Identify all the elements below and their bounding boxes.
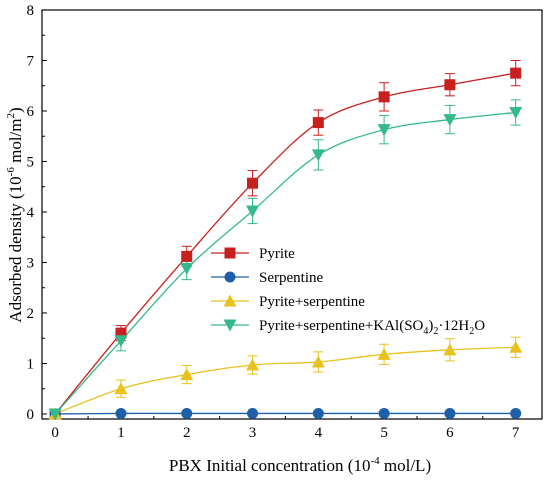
error-bars <box>115 59 521 398</box>
legend-marker-serpentine <box>224 271 236 283</box>
x-tick-label: 5 <box>380 425 388 441</box>
legend-label-part: 2 <box>469 326 474 337</box>
legend-marker-pyrite <box>224 247 236 259</box>
legend-label-part: Pyrite+serpentine+KAl(SO <box>259 318 424 334</box>
fit-curves <box>54 72 516 415</box>
legend-label-serpentine: Serpentine <box>259 270 323 286</box>
x-tick-label: 7 <box>512 425 520 441</box>
pyrite-serpentine-kal-so4-2-12h2o-point <box>246 205 260 218</box>
y-tick-label: 6 <box>27 104 35 120</box>
x-tick-label: 3 <box>249 425 257 441</box>
pyrite-serpentine-point <box>443 343 457 356</box>
y-tick-label: 3 <box>27 255 35 271</box>
serpentine-point <box>378 407 390 419</box>
legend-marker-pyrite-serpentine-kal-so4-2-12h2o <box>223 319 237 332</box>
legend-label-pyrite-serpentine-kal-so4-2-12h2o: Pyrite+serpentine+KAl(SO4)2·12H2O <box>259 318 485 337</box>
pyrite-serpentine-kal-so4-2-12h2o-point <box>443 114 457 127</box>
pyrite-serpentine-point <box>180 368 194 381</box>
y-tick-label: 2 <box>27 306 35 322</box>
legend-label-pyrite-serpentine: Pyrite+serpentine <box>259 294 365 310</box>
legend-label-part: 2 <box>433 326 438 337</box>
legend-label-part: 4 <box>423 326 428 337</box>
y-axis-title-mid: mol/m <box>6 118 25 167</box>
plot-frame <box>41 9 543 420</box>
serpentine-point <box>510 407 522 419</box>
pyrite-point <box>115 327 127 339</box>
pyrite-serpentine-point <box>114 382 128 395</box>
y-tick-label: 8 <box>27 3 35 19</box>
pyrite-point <box>181 250 193 262</box>
pyrite-serpentine-kal-so4-2-12h2o-point <box>48 408 62 421</box>
legend-label-pyrite: Pyrite <box>259 246 295 262</box>
pyrite-serpentine-kal-so4-2-12h2o-point <box>180 263 194 276</box>
pyrite-serpentine-kal-so4-2-12h2o-point <box>377 124 391 137</box>
y-axis-title-main: Adsorbed density (10 <box>6 176 25 322</box>
legend-label-part: ) <box>428 318 433 334</box>
x-axis-title-sup: -4 <box>370 455 380 467</box>
serpentine-point <box>247 407 259 419</box>
legend-label-part: O <box>474 318 485 334</box>
y-axis-title: Adsorbed density (10-6 mol/m2) <box>5 107 25 322</box>
y-tick-label: 7 <box>27 53 35 69</box>
serpentine-curve <box>55 412 516 415</box>
pyrite-serpentine-point <box>377 347 391 360</box>
pyrite-serpentine-point <box>246 358 260 371</box>
axis-ticks: 0 1 2 3 4 5 6 7 0 1 2 3 4 5 6 7 8 <box>27 3 520 441</box>
x-tick-label: 0 <box>51 425 59 441</box>
y-axis-title-sup2: 2 <box>5 113 17 119</box>
y-tick-label: 4 <box>27 205 35 221</box>
pyrite-point <box>312 117 324 129</box>
y-axis-title-tail: ) <box>6 107 25 113</box>
pyrite-point <box>444 79 456 91</box>
pyrite-serpentine-kal-so4-2-12h2o-curve <box>54 111 516 415</box>
pyrite-serpentine-kal-so4-2-12h2o-point <box>114 335 128 348</box>
x-tick-label: 6 <box>446 425 454 441</box>
pyrite-serpentine-kal-so4-2-12h2o-point <box>311 149 325 162</box>
legend-label-part: ·12H <box>438 318 469 334</box>
pyrite-point <box>510 67 522 79</box>
pyrite-point <box>247 177 259 189</box>
x-tick-label: 4 <box>315 425 323 441</box>
y-tick-label: 5 <box>27 154 35 170</box>
x-axis-title-tail: mol/L) <box>380 456 431 475</box>
serpentine-point <box>181 407 193 419</box>
y-tick-label: 0 <box>27 407 35 423</box>
serpentine-point <box>444 407 456 419</box>
legend: Pyrite Serpentine Pyrite+serpentine Pyrite+… <box>211 246 485 337</box>
pyrite-point <box>378 91 390 103</box>
legend-marker-pyrite-serpentine <box>223 294 237 307</box>
pyrite-serpentine-kal-so4-2-12h2o-point <box>509 107 523 120</box>
pyrite-serpentine-curve <box>54 346 516 415</box>
x-tick-label: 1 <box>117 425 125 441</box>
x-axis-title: PBX Initial concentration (10-4 mol/L) <box>169 455 431 475</box>
x-tick-label: 2 <box>183 425 191 441</box>
y-tick-label: 1 <box>27 356 35 372</box>
y-axis-title-sup: -6 <box>5 167 17 177</box>
serpentine-point <box>115 407 127 419</box>
data-markers <box>48 67 523 421</box>
pyrite-serpentine-point <box>509 340 523 353</box>
serpentine-point <box>312 407 324 419</box>
pyrite-serpentine-point <box>311 355 325 368</box>
x-axis-title-main: PBX Initial concentration (10 <box>169 456 371 475</box>
